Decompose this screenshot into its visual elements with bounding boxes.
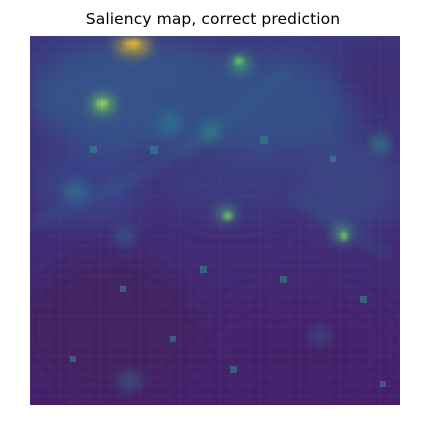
saliency-map bbox=[30, 36, 400, 405]
figure-title: Saliency map, correct prediction bbox=[85, 10, 341, 28]
saliency-heatmap-image bbox=[30, 36, 400, 405]
